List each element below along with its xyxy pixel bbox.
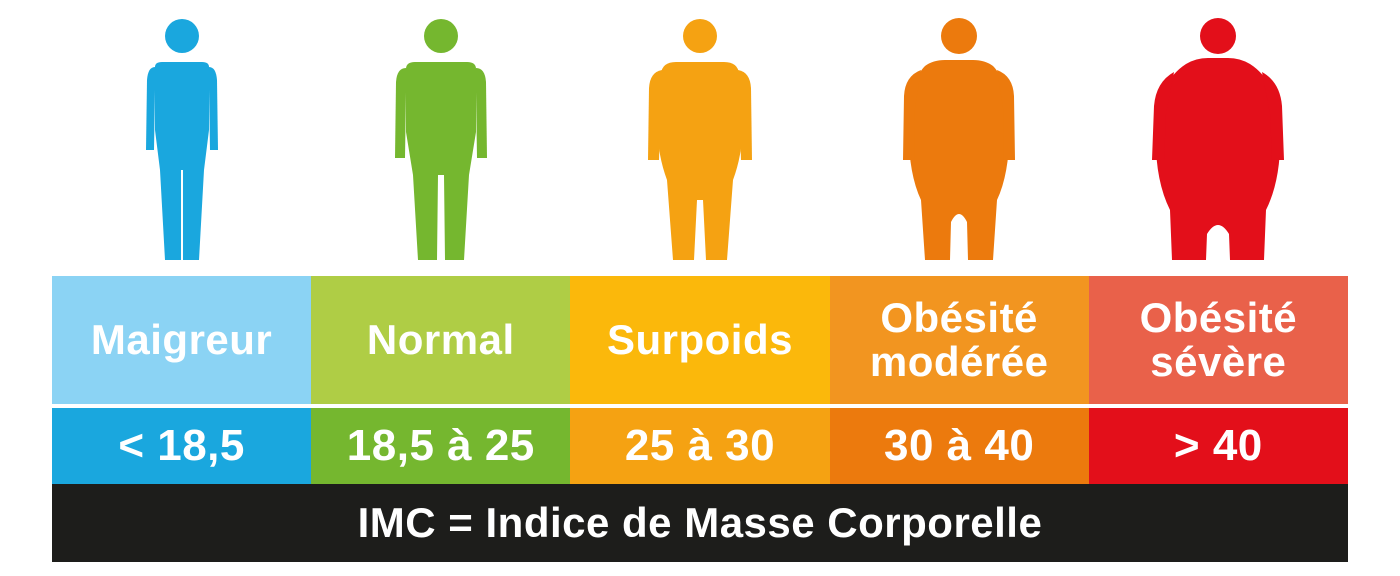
bmi-range-cell: > 40 [1088, 408, 1348, 484]
category-label-line-2: modérée [869, 338, 1049, 385]
overweight-person-svg [648, 19, 752, 260]
bmi-range-cell: 18,5 à 25 [311, 408, 571, 484]
normal-person-svg [395, 19, 487, 260]
category-label: Normal [366, 316, 515, 363]
overweight-person-icon [570, 10, 830, 265]
obese-person-svg [903, 18, 1015, 260]
body-figures [0, 0, 1400, 270]
category-label-line-2: sévère [1150, 338, 1287, 385]
bmi-table: Maigreur Normal Surpoids Obésité modérée… [52, 276, 1348, 562]
footer-banner: IMC = Indice de Masse Corporelle [52, 484, 1348, 562]
severely-obese-person-svg [1152, 18, 1284, 260]
thin-person-icon [52, 10, 312, 265]
category-label-row: Maigreur Normal Surpoids Obésité modérée… [52, 276, 1348, 404]
category-label: Surpoids [606, 316, 793, 363]
bmi-range-cell: < 18,5 [52, 408, 312, 484]
category-label-cell: Obésité modérée [829, 276, 1089, 404]
category-label-cell: Maigreur [52, 276, 312, 404]
category-label-cell: Obésité sévère [1088, 276, 1348, 404]
severely-obese-person-icon [1088, 10, 1348, 265]
category-label-line-1: Obésité [1139, 294, 1298, 341]
category-label-line-1: Obésité [880, 294, 1038, 341]
bmi-range-cell: 30 à 40 [829, 408, 1089, 484]
category-label-cell: Surpoids [570, 276, 830, 404]
category-label: Maigreur [90, 316, 273, 363]
normal-person-icon [311, 10, 571, 265]
category-label-cell: Normal [311, 276, 571, 404]
bmi-range-cell: 25 à 30 [570, 408, 830, 484]
bmi-range-row: < 18,5 18,5 à 25 25 à 30 30 à 40 > 40 [52, 408, 1348, 484]
thin-person-svg [146, 19, 218, 260]
row-divider [52, 404, 1348, 408]
obese-person-icon [829, 10, 1089, 265]
